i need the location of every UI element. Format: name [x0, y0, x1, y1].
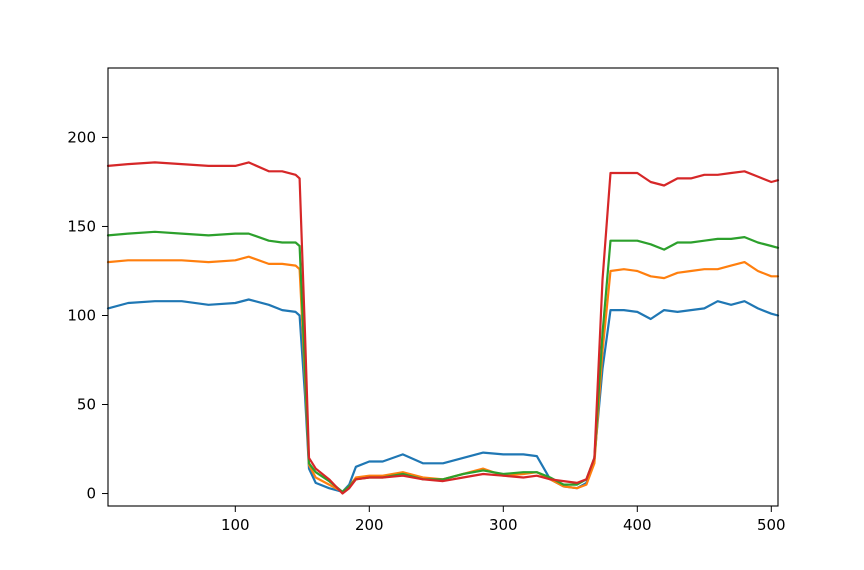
x-tick-label: 100 [221, 516, 250, 534]
y-axis: 0 50 100 150 200 [67, 128, 108, 503]
y-tick-label: 200 [67, 128, 96, 146]
y-tick-label: 100 [67, 306, 96, 324]
x-tick-label: 400 [623, 516, 652, 534]
series-line-4 [106, 161, 780, 495]
x-tick-label: 500 [757, 516, 786, 534]
plot-frame [107, 67, 779, 507]
series-line-1 [106, 298, 780, 493]
series-layer [106, 161, 780, 495]
x-axis: 100 200 300 400 500 [221, 506, 786, 534]
y-tick-label: 0 [86, 485, 96, 503]
y-tick-label: 50 [77, 396, 96, 414]
y-tick-label: 150 [67, 217, 96, 235]
x-tick-label: 300 [489, 516, 518, 534]
x-tick-label: 200 [355, 516, 384, 534]
series-line-3 [106, 230, 780, 493]
